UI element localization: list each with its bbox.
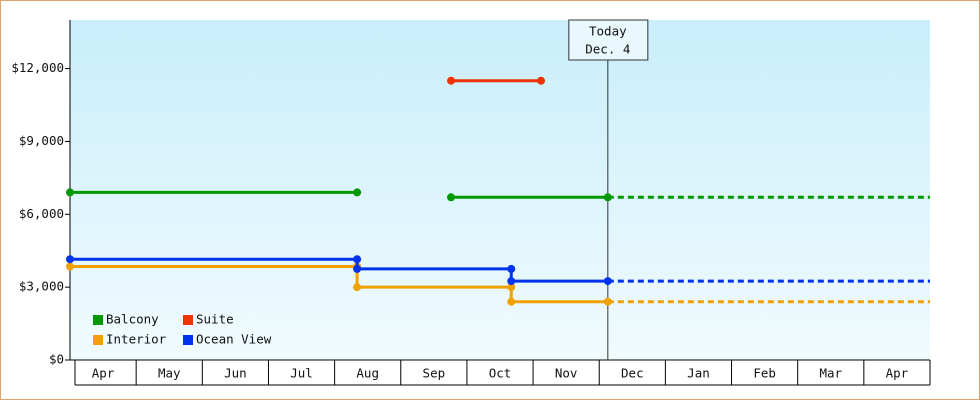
x-tick-label: Aug [356, 366, 379, 381]
point [603, 297, 612, 306]
x-tick-label: Nov [555, 366, 578, 381]
series-line [70, 190, 608, 199]
point [353, 255, 362, 264]
x-tick-label: Apr [886, 366, 909, 381]
x-tick-label: Oct [489, 366, 512, 381]
point [353, 188, 362, 197]
y-tick-label: $0 [49, 352, 64, 367]
today-box [568, 19, 649, 61]
point [66, 255, 74, 264]
point [507, 277, 516, 286]
point [353, 283, 362, 292]
legend-label: Balcony [106, 312, 159, 327]
series-line [70, 257, 608, 283]
y-tick-label: $9,000 [19, 133, 64, 148]
point [507, 283, 516, 292]
x-tick-label: Jul [290, 366, 313, 381]
x-tick-label: May [158, 366, 181, 381]
y-tick-label: $3,000 [19, 279, 64, 294]
today-label: Today [589, 24, 627, 39]
point [447, 193, 456, 202]
point [603, 277, 612, 286]
y-tick-label: $12,000 [11, 60, 64, 75]
point [507, 264, 516, 273]
x-tick-label: Dec [621, 366, 644, 381]
today-label: Dec. 4 [585, 42, 630, 57]
point [447, 76, 456, 85]
plot-area [70, 20, 930, 360]
point [353, 264, 362, 273]
legend-label: Interior [106, 332, 167, 347]
point [66, 262, 74, 271]
x-tick-label: Feb [753, 366, 776, 381]
x-tick-label: Jan [687, 366, 710, 381]
x-tick-label: Apr [92, 366, 115, 381]
legend-swatch [183, 315, 193, 325]
y-tick-label: $6,000 [19, 206, 64, 221]
legend-swatch [93, 315, 103, 325]
x-tick-label: Mar [819, 366, 842, 381]
series-line [70, 265, 608, 304]
x-tick-label: Sep [423, 366, 446, 381]
x-tick-label: Jun [224, 366, 247, 381]
legend-swatch [93, 335, 103, 345]
legend-label: Suite [196, 312, 234, 327]
legend-swatch [183, 335, 193, 345]
point [603, 193, 612, 202]
point [66, 188, 74, 197]
point [507, 297, 516, 306]
point [537, 76, 546, 85]
legend-label: Ocean View [196, 332, 272, 347]
